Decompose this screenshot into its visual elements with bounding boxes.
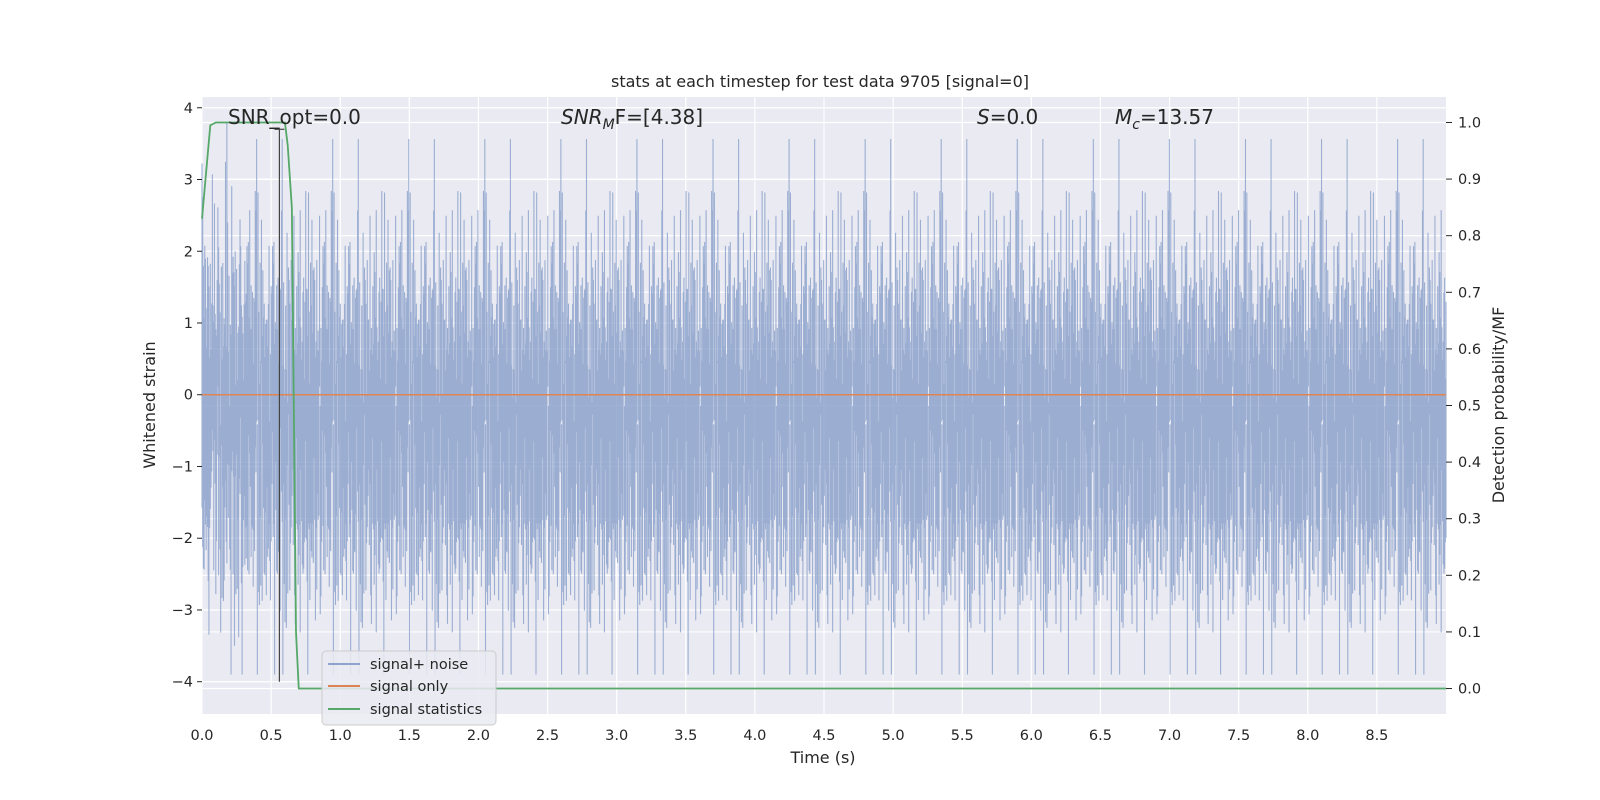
- snr-mf-prefix: SNR: [561, 105, 603, 129]
- signal-statistics-line: [201, 121, 1446, 690]
- x-tick-label: 0.5: [260, 728, 283, 744]
- x-tick-label: 0.0: [190, 728, 213, 744]
- snr-opt-annotation: SNR_opt=0.0: [228, 105, 361, 129]
- y2-tick-label: 0.4: [1458, 455, 1481, 471]
- snr-mf-suffix: F=[4.38]: [615, 105, 703, 129]
- y2-tick-label: 0.2: [1458, 568, 1481, 584]
- x-tick-label: 1.5: [398, 728, 421, 744]
- x-tick-label: 4.5: [812, 728, 835, 744]
- signal-noise-series: [201, 122, 1447, 675]
- x-tick-label: 3.0: [605, 728, 628, 744]
- chart-title: stats at each timestep for test data 970…: [611, 72, 1029, 91]
- axis-ticks: 0.0 0.5 1.0 1.5 2.0 2.5 3.0 3.5 4.0 4.5 5.0 5.5 6.0 6…: [172, 101, 1481, 744]
- s-prefix: S: [977, 105, 990, 129]
- x-tick-label: 8.0: [1296, 728, 1319, 744]
- x-tick-label: 5.5: [951, 728, 974, 744]
- mc-sub: c: [1132, 117, 1140, 133]
- y-tick-label: −4: [172, 675, 193, 691]
- y2-tick-label: 0.0: [1458, 682, 1481, 698]
- legend-label-signal-only: signal only: [370, 679, 449, 695]
- y2-tick-label: 0.5: [1458, 399, 1481, 415]
- x-tick-label: 8.5: [1365, 728, 1388, 744]
- legend: signal+ noise signal only signal statist…: [321, 650, 497, 726]
- x-tick-label: 1.0: [329, 728, 352, 744]
- y-tick-label: −2: [172, 531, 193, 547]
- y-tick-label: 0: [184, 388, 193, 404]
- x-tick-label: 3.5: [674, 728, 697, 744]
- x-tick-label: 2.0: [467, 728, 490, 744]
- snr-mf-sub: M: [603, 117, 615, 133]
- y2-tick-label: 0.6: [1458, 342, 1481, 358]
- y-axis-label: Whitened strain: [140, 341, 159, 468]
- snr-mf-annotation: SNRMF=[4.38]: [561, 105, 703, 133]
- s-suffix: =0.0: [990, 105, 1039, 129]
- legend-label-signal-noise: signal+ noise: [370, 657, 468, 673]
- y2-tick-label: 1.0: [1458, 115, 1481, 131]
- mc-prefix: M: [1115, 105, 1132, 129]
- y-tick-label: 4: [184, 101, 193, 117]
- mc-annotation: Mc=13.57: [1115, 105, 1214, 133]
- x-tick-label: 7.0: [1158, 728, 1181, 744]
- s-annotation: S=0.0: [977, 105, 1038, 129]
- y2-tick-label: 0.9: [1458, 172, 1481, 188]
- y-tick-label: 2: [184, 244, 193, 260]
- legend-box: [321, 650, 497, 726]
- y2-tick-label: 0.1: [1458, 625, 1481, 641]
- y2-tick-label: 0.7: [1458, 285, 1481, 301]
- legend-label-signal-statistics: signal statistics: [370, 702, 482, 718]
- x-tick-label: 2.5: [536, 728, 559, 744]
- series-lines: [201, 121, 1446, 690]
- x-axis-label: Time (s): [789, 748, 855, 767]
- x-tick-label: 4.0: [743, 728, 766, 744]
- y-tick-label: 1: [184, 316, 193, 332]
- y2-axis-label: Detection probability/MF: [1489, 307, 1508, 504]
- x-tick-label: 6.0: [1020, 728, 1043, 744]
- y-tick-label: −1: [172, 459, 193, 475]
- y2-tick-label: 0.3: [1458, 512, 1481, 528]
- y2-tick-label: 0.8: [1458, 229, 1481, 245]
- noise-series: [201, 122, 1447, 675]
- y-tick-label: −3: [172, 603, 193, 619]
- y-tick-label: 3: [184, 173, 193, 189]
- x-tick-label: 7.5: [1227, 728, 1250, 744]
- mc-suffix: =13.57: [1140, 105, 1214, 129]
- x-tick-label: 6.5: [1089, 728, 1112, 744]
- x-tick-label: 5.0: [882, 728, 905, 744]
